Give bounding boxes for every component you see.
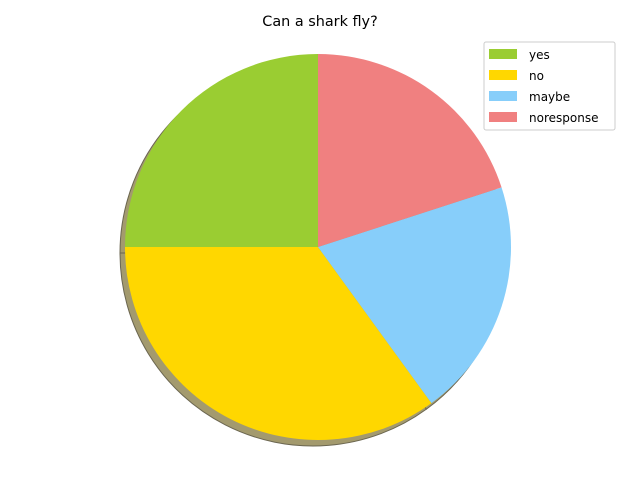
pie-slice-yes <box>125 54 318 247</box>
pie-slice-noresponse <box>318 54 502 247</box>
legend-label-noresponse: noresponse <box>529 111 598 125</box>
pie-slices <box>125 54 511 440</box>
legend-swatch-no <box>489 70 517 80</box>
legend-label-no: no <box>529 69 544 83</box>
legend-swatch-noresponse <box>489 112 517 122</box>
chart-legend: yes no maybe noresponse <box>483 41 616 131</box>
legend-frame <box>483 41 616 131</box>
legend-label-yes: yes <box>529 48 550 62</box>
legend-label-maybe: maybe <box>529 90 570 104</box>
pie-slice-maybe <box>318 187 511 404</box>
legend-swatch-yes <box>489 49 517 59</box>
chart-title: Can a shark fly? <box>262 14 377 30</box>
pie-slice-no <box>125 247 432 440</box>
legend-swatch-maybe <box>489 91 517 101</box>
